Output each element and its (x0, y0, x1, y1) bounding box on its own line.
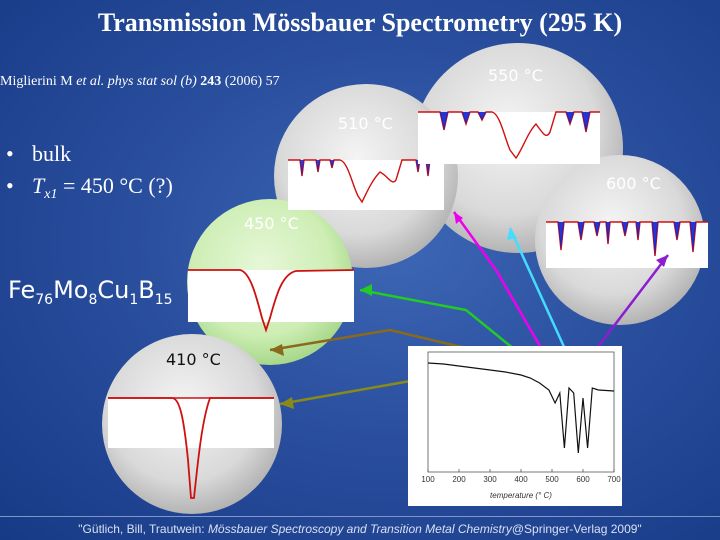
temp-label-410: 410 °C (166, 350, 221, 369)
chart-x-tick-label: 300 (483, 475, 497, 484)
temperature-chart: 100 200 300 400 500 600 700 temperature (° C) (408, 346, 622, 506)
citation-year-page: (2006) 57 (221, 74, 280, 89)
spectrum-450 (188, 269, 355, 333)
chart-x-tick-label: 700 (607, 475, 621, 484)
bullet-dot: • (6, 173, 14, 198)
chart-x-axis-label: temperature (° C) (490, 491, 552, 500)
citation-volume: 243 (200, 74, 222, 89)
bullet-text: bulk (32, 141, 72, 166)
temp-label-450: 450 °C (244, 214, 299, 233)
chart-background (408, 346, 622, 506)
footer-book-title: Mössbauer Spectroscopy and Transition Me… (207, 522, 512, 536)
index-cu: 1 (129, 291, 139, 308)
index-b: 15 (154, 291, 173, 308)
citation: Miglierini M et al. phys stat sol (b) 24… (0, 74, 280, 90)
index-fe: 76 (35, 291, 54, 308)
bullet-dot: • (6, 141, 14, 166)
chart-x-tick-label: 500 (545, 475, 559, 484)
citation-authors: Miglierini M (0, 74, 77, 89)
index-mo: 8 (88, 291, 98, 308)
spectrum-550 (418, 111, 600, 164)
bullet-symbol: T (32, 173, 45, 198)
footer-divider (0, 516, 720, 517)
bullet-text: = 450 °C (?) (57, 173, 173, 198)
temp-label-550: 550 °C (488, 66, 543, 85)
bullet-subscript: x1 (44, 187, 58, 203)
element-fe: Fe (8, 276, 36, 304)
temp-label-600: 600 °C (606, 174, 661, 193)
element-b: B (138, 276, 155, 304)
alloy-composition: Fe76Mo8Cu1B15 (8, 276, 173, 308)
footer-credit: "Gütlich, Bill, Trautwein: Mössbauer Spe… (0, 522, 720, 536)
chart-x-tick-label: 400 (514, 475, 528, 484)
citation-journal: et al. phys stat sol (b) (76, 74, 201, 89)
footer-authors: "Gütlich, Bill, Trautwein: (78, 522, 208, 536)
element-mo: Mo (53, 276, 89, 304)
temp-label-510: 510 °C (338, 114, 393, 133)
chart-series-line (427, 362, 615, 454)
spectrum-510 (288, 159, 444, 210)
spectrum-410 (108, 397, 274, 499)
chart-x-tick-label: 200 (452, 475, 466, 484)
bullet-tx1: • Tx1 = 450 °C (?) (6, 170, 173, 211)
spectrum-600 (546, 221, 708, 268)
bullet-bulk: • bulk (6, 138, 173, 170)
chart-x-tick-label: 600 (576, 475, 590, 484)
slide-title: Transmission Mössbauer Spectrometry (295… (97, 8, 623, 37)
chart-ticks: 100 200 300 400 500 600 700 (421, 469, 621, 484)
element-cu: Cu (97, 276, 130, 304)
bullet-list: • bulk • Tx1 = 450 °C (?) (6, 138, 173, 211)
chart-x-tick-label: 100 (421, 475, 435, 484)
footer-publisher: @Springer-Verlag 2009" (511, 522, 642, 536)
